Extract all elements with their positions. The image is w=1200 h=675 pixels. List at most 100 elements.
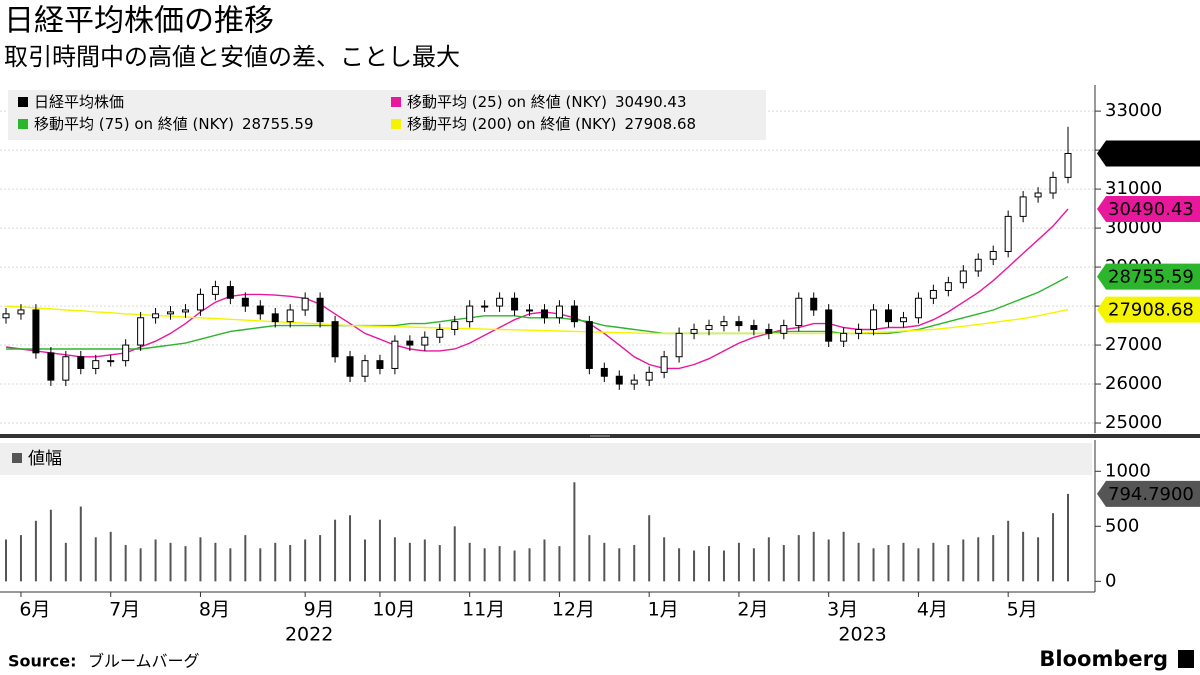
candle-body: [167, 311, 175, 315]
candle-body: [391, 340, 399, 369]
candle-body: [705, 325, 713, 330]
legend-label: 日経平均株価: [34, 93, 124, 111]
candle-body: [271, 313, 279, 323]
source-label: Source:: [8, 652, 77, 671]
candle-body: [615, 375, 623, 385]
candle-body: [211, 286, 219, 295]
x-tick-label: 2月: [737, 599, 768, 621]
candle-body: [32, 309, 40, 354]
value-tag-label: 30490.43: [1108, 199, 1194, 220]
candle-body: [630, 379, 638, 385]
legend-label: 移動平均 (25) on 終値 (NKY): [407, 93, 607, 111]
candle-body: [451, 321, 459, 330]
x-tick-label: 8月: [199, 599, 230, 621]
legend-entry: 移動平均 (200) on 終値 (NKY) 27908.68: [407, 115, 696, 133]
legend-entry: 移動平均 (75) on 終値 (NKY) 28755.59: [34, 115, 314, 133]
x-tick-label: 9月: [304, 599, 335, 621]
source-text: ブルームバーグ: [88, 652, 200, 671]
x-tick-label: 11月: [462, 599, 505, 621]
legend-bg: [8, 90, 766, 140]
candle-body: [690, 328, 698, 334]
y-tick-label: 26000: [1105, 373, 1162, 394]
candle-body: [1034, 192, 1042, 198]
candle-body: [780, 325, 788, 334]
candle-body: [122, 344, 130, 362]
candle-body: [600, 367, 608, 377]
chart-subtitle: 取引時間中の高値と安値の差、ことし最大: [4, 43, 460, 71]
y-tick-label: 0: [1105, 570, 1116, 591]
logo-icon: [1178, 650, 1194, 668]
candle-body: [540, 309, 548, 319]
candle-body: [810, 297, 818, 311]
candle-body: [570, 305, 578, 323]
legend-swatch: [18, 97, 28, 107]
x-tick-label: 10月: [372, 599, 415, 621]
candle-body: [645, 371, 653, 381]
candle-body: [959, 270, 967, 284]
candle-body: [107, 360, 115, 363]
y-tick-label: 31000: [1105, 178, 1162, 199]
candle-body: [421, 336, 429, 346]
value-tag: [1097, 296, 1200, 323]
candle-body: [406, 340, 414, 346]
value-tag: [1097, 480, 1200, 507]
candle-body: [765, 328, 773, 334]
candle-body: [511, 297, 519, 311]
candle-body: [750, 325, 758, 330]
candle-body: [376, 360, 384, 369]
candle-body: [62, 356, 70, 381]
candle-body: [481, 305, 489, 308]
candle-body: [585, 321, 593, 369]
candle-body: [870, 309, 878, 330]
candle-body: [660, 356, 668, 373]
candle-body: [361, 360, 369, 377]
candle-body: [795, 297, 803, 327]
candle-body: [77, 356, 85, 369]
candle-body: [331, 321, 339, 358]
value-tag: [1097, 263, 1200, 290]
candle-body: [840, 332, 848, 342]
candle-body: [1064, 152, 1072, 178]
candle-body: [1049, 176, 1057, 194]
candle-body: [301, 297, 309, 311]
value-tag-label: 27908.68: [1108, 300, 1194, 321]
legend-swatch: [18, 119, 28, 129]
legend-swatch: [12, 453, 22, 463]
value-tag-label: 28755.59: [1108, 267, 1194, 288]
legend-value: 30490.43: [615, 93, 687, 111]
moving-average-line: [6, 275, 1069, 350]
candle-body: [974, 258, 982, 272]
value-tag: [1097, 195, 1200, 222]
candle-body: [555, 305, 563, 319]
y-tick-label: 27000: [1105, 334, 1162, 355]
candle-body: [1019, 196, 1027, 217]
y-tick-label: 33000: [1105, 100, 1162, 121]
lower-legend-bg: [0, 443, 1092, 475]
value-tag-label: 31913.74: [1108, 143, 1194, 164]
candle-body: [2, 313, 10, 319]
legend-label: 移動平均 (75) on 終値 (NKY): [34, 115, 234, 133]
candle-body: [152, 313, 160, 319]
candle-body: [196, 293, 204, 311]
y-tick-label: 25000: [1105, 412, 1162, 433]
chart-title: 日経平均株価の推移: [4, 4, 274, 39]
y-tick-label: 30000: [1105, 217, 1162, 238]
candle-body: [466, 305, 474, 323]
candle-body: [720, 321, 728, 327]
candle-body: [17, 309, 25, 315]
legend-value: 28755.59: [242, 115, 314, 133]
candle-body: [92, 360, 100, 369]
candle-body: [316, 297, 324, 323]
x-tick-label: 6月: [19, 599, 50, 621]
value-tag: [1097, 140, 1200, 167]
legend-entry: 日経平均株価: [34, 93, 124, 111]
candle-body: [181, 309, 189, 313]
candle-body: [226, 286, 234, 299]
logo: Bloomberg: [1039, 647, 1168, 671]
x-year-label: 2023: [838, 624, 886, 646]
candle-body: [914, 297, 922, 319]
candle-body: [436, 328, 444, 338]
y-tick-label: 1000: [1105, 460, 1151, 481]
